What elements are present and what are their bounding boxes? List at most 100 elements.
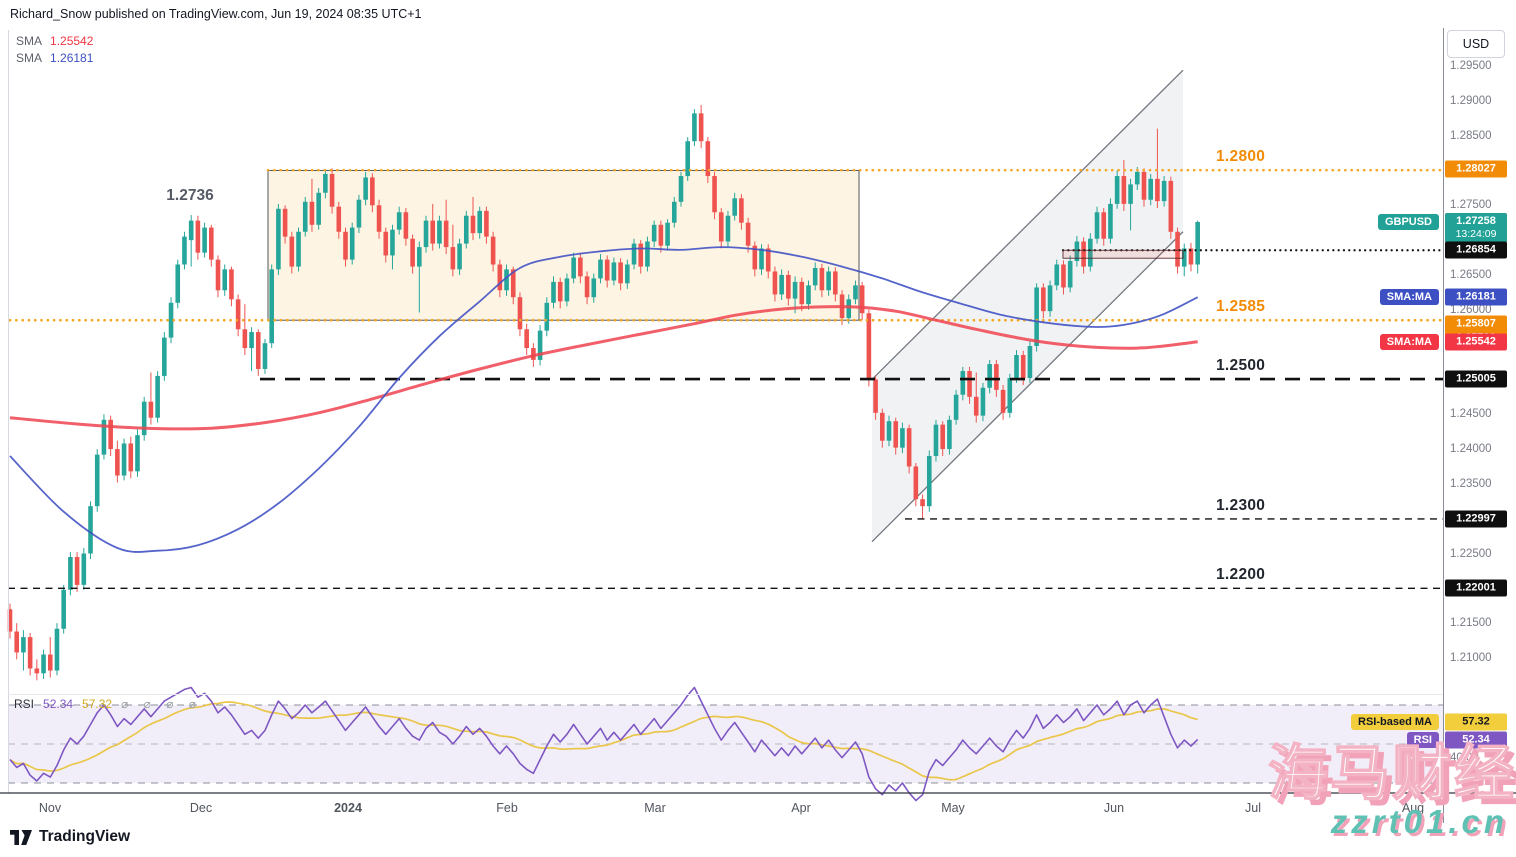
price-tick-1.26000[interactable]: 1.26000: [1450, 304, 1492, 316]
time-label-Dec[interactable]: Dec: [189, 801, 213, 815]
swing-high-label: 1.2736: [166, 187, 214, 204]
candle-body: [1128, 184, 1133, 204]
candle-body: [115, 449, 120, 476]
candle-body: [1047, 285, 1053, 312]
time-label-Mar[interactable]: Mar: [644, 801, 666, 815]
candle-body: [880, 412, 885, 441]
candle-body: [148, 401, 154, 418]
candle-body: [960, 371, 966, 395]
candle-body: [557, 281, 563, 302]
candle-body: [497, 264, 503, 291]
price-tick-1.23500[interactable]: 1.23500: [1450, 478, 1492, 490]
axis-badge-1.28027: 1.28027: [1445, 160, 1507, 178]
time-label-Jul[interactable]: Jul: [1245, 801, 1261, 815]
candle-body: [222, 269, 228, 291]
candle-body: [188, 220, 194, 241]
candle-body: [1101, 212, 1107, 239]
time-label-Feb[interactable]: Feb: [496, 801, 518, 815]
candle-body: [484, 210, 489, 237]
rsi-legend: RSI 52.34 57.32 ⌀ ⌀ ⌀ ⌀: [14, 697, 202, 711]
candle-body: [598, 259, 603, 279]
channel-upper-line[interactable]: [871, 69, 1184, 380]
candle-body: [591, 278, 597, 298]
rsi-tick-40[interactable]: 40.00: [1450, 752, 1479, 764]
candle-body: [1175, 231, 1180, 267]
candle-body: [403, 212, 409, 239]
candle-body: [940, 424, 945, 450]
candle-body: [1188, 248, 1194, 265]
rsi-value: 52.34: [43, 697, 74, 711]
candle-body: [195, 220, 201, 253]
price-tick-1.21000[interactable]: 1.21000: [1450, 652, 1492, 664]
sma-value: 1.25542: [50, 34, 94, 48]
axis-tag-SMA:MA: SMA:MA: [1379, 333, 1439, 350]
badge-value: 1.25807: [1456, 317, 1496, 330]
price-tick-1.24000[interactable]: 1.24000: [1450, 443, 1492, 455]
axis-badge-1.25005: 1.25005: [1445, 370, 1507, 388]
tradingview-logo-text: TradingView: [39, 828, 131, 845]
candle-body: [1134, 171, 1140, 185]
sma-slow-line[interactable]: [9, 305, 1198, 431]
candle-body: [269, 269, 274, 344]
rsi-tag-RSI: RSI: [1406, 732, 1439, 748]
support-zone-box[interactable]: [1062, 249, 1184, 259]
candle-body: [846, 299, 852, 319]
tradingview-logo[interactable]: TradingView: [10, 828, 130, 846]
candle-body: [752, 245, 758, 270]
candle-body: [423, 220, 429, 248]
candle-body: [141, 401, 147, 436]
sma-fast-line[interactable]: [9, 246, 1199, 553]
price-tick-1.26500[interactable]: 1.26500: [1450, 269, 1492, 281]
price-tick-1.27500[interactable]: 1.27500: [1450, 199, 1492, 211]
candle-body: [631, 243, 637, 265]
candle-body: [1067, 261, 1073, 288]
price-tick-1.29500[interactable]: 1.29500: [1450, 60, 1492, 72]
candle-body: [7, 609, 13, 632]
time-label-Aug[interactable]: Aug: [1401, 801, 1425, 815]
candle-body: [678, 176, 684, 202]
candle-body: [1054, 264, 1060, 286]
price-tick-1.22500[interactable]: 1.22500: [1450, 548, 1492, 560]
price-tick-1.28500[interactable]: 1.28500: [1450, 130, 1492, 142]
candle-body: [309, 201, 315, 225]
consolidation-box[interactable]: [267, 169, 860, 321]
candle-body: [1081, 241, 1086, 267]
candle-body: [772, 271, 778, 295]
candle-body: [705, 141, 711, 177]
time-label-Jun[interactable]: Jun: [1103, 801, 1125, 815]
candle-body: [578, 257, 583, 277]
sma-label: SMA: [16, 34, 43, 48]
channel-lower-line[interactable]: [871, 231, 1184, 543]
ascending-channel-fill: [872, 70, 1183, 542]
badge-value: 1.26854: [1456, 243, 1496, 256]
candle-body: [396, 212, 402, 230]
price-tick-1.24500[interactable]: 1.24500: [1450, 408, 1492, 420]
candle-body: [980, 387, 986, 416]
time-label-Nov[interactable]: Nov: [38, 801, 62, 815]
candle-body: [873, 379, 878, 413]
price-tick-1.29000[interactable]: 1.29000: [1450, 95, 1492, 107]
candle-body: [665, 222, 670, 246]
price-tick-1.21500[interactable]: 1.21500: [1450, 617, 1492, 629]
currency-button[interactable]: USD: [1447, 30, 1505, 58]
candle-body: [101, 419, 107, 455]
candle-body: [1088, 238, 1093, 267]
candle-body: [135, 435, 140, 472]
watermark-url: zzrt01.cn: [1330, 803, 1508, 840]
candle-body: [1034, 287, 1039, 346]
time-label-Apr[interactable]: Apr: [791, 801, 811, 815]
candle-body: [410, 238, 415, 267]
candle-body: [584, 276, 590, 298]
candle-body: [564, 278, 570, 302]
candle-body: [786, 274, 791, 299]
indicator-legend: SMA 1.25542 SMA 1.26181: [16, 33, 93, 67]
candle-body: [121, 443, 127, 476]
level-label-1.2585: 1.2585: [1216, 298, 1266, 316]
candle-body: [920, 499, 925, 507]
time-label-May[interactable]: May: [941, 801, 965, 815]
badge-value: 1.25005: [1456, 372, 1496, 385]
candle-body: [1141, 171, 1147, 200]
time-label-2024[interactable]: 2024: [334, 801, 362, 815]
rsi-ma-value: 57.32: [82, 697, 113, 711]
